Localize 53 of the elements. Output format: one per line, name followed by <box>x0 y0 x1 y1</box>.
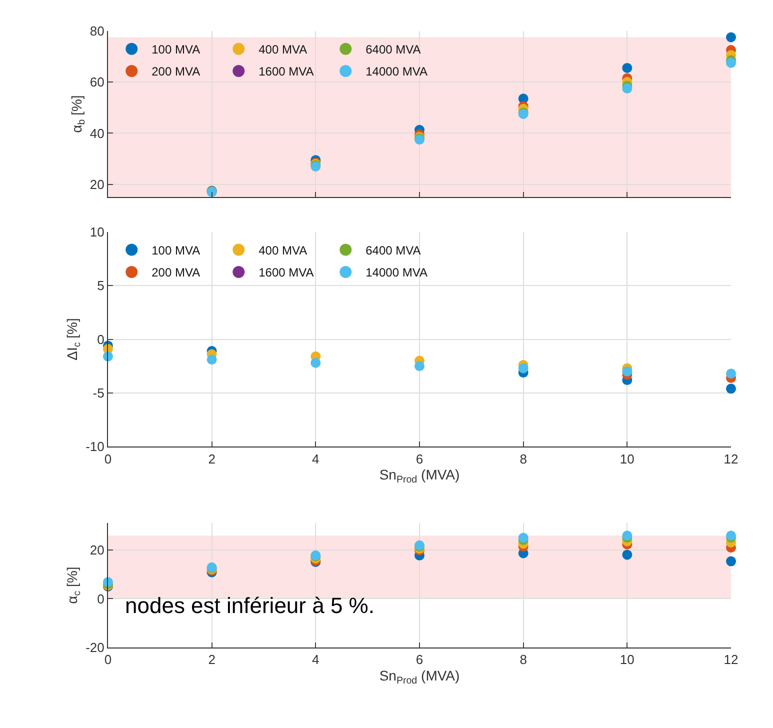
y-tick-label: 40 <box>90 126 104 141</box>
annotation: nodes est inférieur à 5 %. <box>125 593 374 618</box>
y-tick-label: 10 <box>90 224 104 240</box>
y-tick-label: 80 <box>90 23 104 38</box>
x-axis-title: Sn$_{Prod}$ (MVA) <box>379 668 460 686</box>
point <box>726 58 736 68</box>
legend-label: 200 MVA <box>152 266 200 280</box>
legend-label: 6400 MVA <box>366 243 421 258</box>
point <box>726 32 736 42</box>
point <box>206 354 217 365</box>
point <box>622 550 632 560</box>
legend-label: 1600 MVA <box>258 64 314 79</box>
x-axis-title: Sn$_{Prod}$ (MVA) <box>379 466 460 486</box>
y-tick-label: 20 <box>90 542 104 558</box>
legend-label: 400 MVA <box>258 42 308 57</box>
y-tick-label: -5 <box>92 386 104 400</box>
x-tick-label: 6 <box>416 652 424 668</box>
point <box>414 361 424 372</box>
legend-label: 200 MVA <box>152 64 200 79</box>
legend-label: 100 MVA <box>152 42 200 57</box>
y-tick-label: -20 <box>86 640 104 656</box>
y-tick-label: 20 <box>90 176 104 192</box>
x-tick-label: 2 <box>208 451 216 466</box>
point <box>518 363 528 374</box>
x-tick-label: 10 <box>620 652 634 668</box>
legend-label: 100 MVA <box>152 243 200 258</box>
point <box>622 83 632 94</box>
legend-label: 6400 MVA <box>366 42 421 57</box>
y-tick-label: 0 <box>97 591 104 606</box>
x-tick-label: 2 <box>208 652 216 668</box>
y-tick-label: 5 <box>97 278 104 294</box>
point <box>726 384 736 394</box>
point <box>726 368 736 379</box>
x-tick-label: 8 <box>520 451 527 466</box>
x-tick-label: 12 <box>724 652 738 668</box>
x-tick-label: 8 <box>520 652 527 668</box>
y-tick-label: 0 <box>97 332 104 347</box>
x-tick-label: 4 <box>312 451 320 466</box>
x-tick-label: 6 <box>416 451 424 466</box>
legend-label: 400 MVA <box>258 243 308 258</box>
point <box>622 62 632 73</box>
y-tick-label: -10 <box>86 439 104 454</box>
legend-label: 1600 MVA <box>258 266 314 280</box>
legend-label: 14000 MVA <box>366 64 428 79</box>
x-tick-label: 10 <box>620 451 634 466</box>
point <box>310 358 321 368</box>
legend-label: 14000 MVA <box>366 266 428 280</box>
point <box>726 556 736 566</box>
point <box>518 532 528 543</box>
y-tick-label: 60 <box>90 74 104 90</box>
x-tick-label: 4 <box>312 652 320 668</box>
x-tick-label: 12 <box>724 451 738 466</box>
point <box>622 366 632 376</box>
